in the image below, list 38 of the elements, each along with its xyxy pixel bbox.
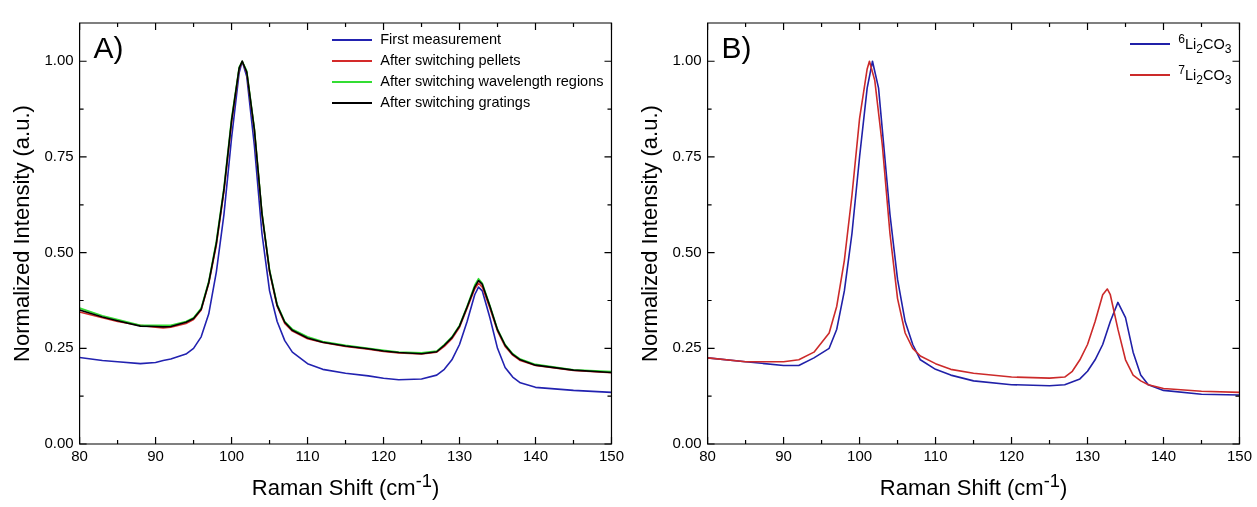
legend-label: $^{7}$Li$_{2}$CO$_{3}$ bbox=[1178, 61, 1232, 89]
x-tick-label: 100 bbox=[219, 447, 245, 465]
x-tick-label: 150 bbox=[598, 447, 624, 465]
x-tick-label: 120 bbox=[999, 447, 1025, 465]
y-tick-label: 0.75 bbox=[672, 147, 702, 165]
annotation: B) bbox=[721, 31, 752, 65]
legend-label: After switching pellets bbox=[380, 51, 521, 70]
x-tick-label: 80 bbox=[699, 447, 716, 465]
y-axis-title: Normalized Intensity (a.u.) bbox=[637, 105, 663, 362]
x-tick-label: 120 bbox=[371, 447, 397, 465]
legend-label: After switching wavelength regions bbox=[380, 72, 604, 91]
x-tick-label: 80 bbox=[71, 447, 88, 465]
y-tick-label: 0.75 bbox=[44, 147, 74, 165]
annotation: A) bbox=[93, 31, 124, 65]
x-tick-label: 110 bbox=[923, 447, 948, 465]
legend-label: After switching gratings bbox=[380, 93, 531, 112]
x-axis-title: Raman Shift (cm$^{-1}$) bbox=[250, 470, 441, 502]
x-tick-label: 140 bbox=[1150, 447, 1177, 465]
x-tick-label: 140 bbox=[522, 447, 549, 465]
x-tick-label: 130 bbox=[1075, 447, 1101, 465]
y-tick-label: 0.50 bbox=[44, 242, 74, 260]
y-tick-label: 0.50 bbox=[672, 242, 702, 260]
x-tick-label: 110 bbox=[295, 447, 320, 465]
legend-label: First measurement bbox=[380, 30, 502, 49]
y-tick-label: 0.00 bbox=[44, 434, 74, 452]
y-tick-label: 0.00 bbox=[672, 434, 702, 452]
x-tick-label: 130 bbox=[447, 447, 473, 465]
x-tick-label: 100 bbox=[847, 447, 873, 465]
x-tick-label: 150 bbox=[1226, 447, 1252, 465]
y-tick-label: 0.25 bbox=[672, 338, 702, 356]
y-axis-title: Normalized Intensity (a.u.) bbox=[9, 105, 35, 362]
x-tick-label: 90 bbox=[775, 447, 792, 465]
y-tick-label: 1.00 bbox=[672, 51, 702, 69]
x-tick-label: 90 bbox=[147, 447, 164, 465]
y-tick-label: 0.25 bbox=[44, 338, 74, 356]
x-axis-title: Raman Shift (cm$^{-1}$) bbox=[878, 470, 1069, 502]
y-tick-label: 1.00 bbox=[44, 51, 74, 69]
legend-label: $^{6}$Li$_{2}$CO$_{3}$ bbox=[1178, 31, 1232, 58]
